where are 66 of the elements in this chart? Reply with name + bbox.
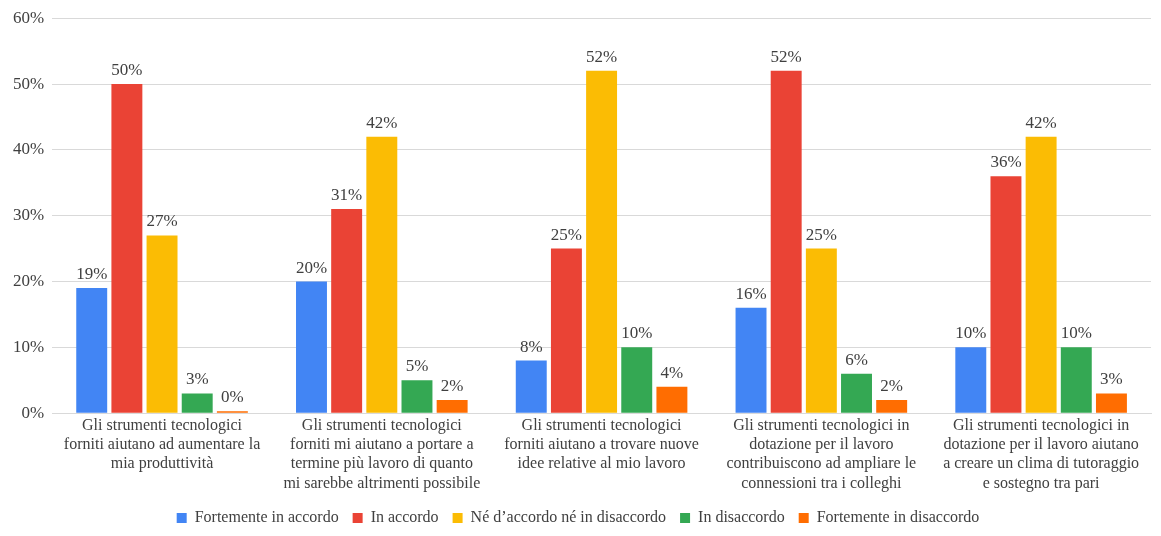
y-tick-label: 60% bbox=[12, 7, 45, 27]
data-label: 20% bbox=[295, 257, 328, 277]
bar bbox=[1060, 347, 1092, 413]
bar bbox=[990, 176, 1022, 413]
bar bbox=[586, 70, 618, 413]
data-label: 27% bbox=[146, 211, 178, 231]
bar bbox=[955, 347, 987, 413]
y-tick-label: 10% bbox=[12, 336, 45, 356]
legend-label: In disaccordo bbox=[698, 508, 785, 526]
legend-label: Fortemente in accordo bbox=[194, 508, 339, 526]
data-label: 50% bbox=[111, 60, 143, 79]
data-label: 19% bbox=[76, 264, 108, 284]
data-label: 8% bbox=[519, 336, 543, 356]
bar bbox=[401, 380, 433, 413]
bar bbox=[1025, 136, 1057, 413]
legend-label: Né d’accordo né in disaccordo bbox=[470, 508, 667, 526]
bar bbox=[656, 386, 688, 413]
data-label: 0% bbox=[221, 387, 244, 407]
data-label: 52% bbox=[585, 46, 618, 66]
data-label: 10% bbox=[1060, 323, 1092, 343]
bar bbox=[770, 70, 802, 413]
data-label: 4% bbox=[660, 362, 684, 382]
x-tick-label: Gli strumenti tecnologici forniti mi aiutano a portare a termine più lavoro di quanto mi sarebbe altrimenti possibile bbox=[283, 416, 481, 492]
x-tick-label: Gli strumenti tecnologici forniti aiutano a trovare nuove idee relative al mio lavoro bbox=[504, 416, 699, 472]
data-label: 36% bbox=[990, 152, 1022, 172]
y-tick-label: 30% bbox=[12, 205, 45, 225]
y-tick-label: 0% bbox=[21, 402, 45, 422]
bar bbox=[111, 84, 143, 413]
data-label: 52% bbox=[770, 46, 802, 66]
x-tick-label: Gli strumenti tecnologici forniti aiutano ad aumentare la mia produttività bbox=[63, 416, 261, 473]
bar bbox=[146, 235, 178, 413]
legend-label: In accordo bbox=[370, 508, 439, 526]
data-label: 2% bbox=[440, 376, 464, 395]
data-label: 10% bbox=[621, 323, 653, 343]
y-tick-label: 20% bbox=[12, 271, 45, 290]
data-label: 6% bbox=[845, 349, 868, 369]
legend-label: Fortemente in disaccordo bbox=[816, 508, 980, 526]
bar bbox=[550, 248, 582, 413]
bar bbox=[436, 400, 468, 413]
y-tick-label: 40% bbox=[12, 139, 45, 159]
x-tick-label: Gli strumenti tecnologici in dotazione per il lavoro contribuiscono ad ampliare le connessioni tra i colleghi bbox=[726, 416, 917, 492]
data-label: 10% bbox=[955, 323, 987, 343]
data-label: 31% bbox=[331, 185, 363, 205]
x-tick-label: Gli strumenti tecnologici in dotazione per il lavoro aiutano a creare un clima di tutoraggio e sostegno tra pari bbox=[943, 416, 1140, 492]
data-label: 16% bbox=[735, 283, 767, 303]
bar bbox=[735, 307, 767, 413]
data-label: 5% bbox=[405, 356, 429, 376]
bar bbox=[296, 281, 327, 413]
data-label: 25% bbox=[550, 224, 582, 244]
bar bbox=[841, 373, 872, 413]
data-label: 42% bbox=[366, 112, 398, 132]
data-label: 42% bbox=[1025, 112, 1057, 132]
bar bbox=[181, 393, 213, 413]
y-tick-label: 50% bbox=[12, 73, 45, 93]
bar bbox=[331, 209, 363, 413]
bar bbox=[805, 248, 837, 413]
data-label: 3% bbox=[1100, 369, 1123, 389]
data-label: 3% bbox=[185, 369, 209, 389]
bar bbox=[366, 136, 398, 413]
bar bbox=[621, 347, 653, 413]
bar bbox=[76, 288, 108, 413]
bar bbox=[515, 360, 547, 413]
bar bbox=[1095, 393, 1127, 413]
data-label: 25% bbox=[805, 224, 837, 244]
bar bbox=[876, 400, 908, 413]
data-label: 2% bbox=[880, 376, 904, 395]
